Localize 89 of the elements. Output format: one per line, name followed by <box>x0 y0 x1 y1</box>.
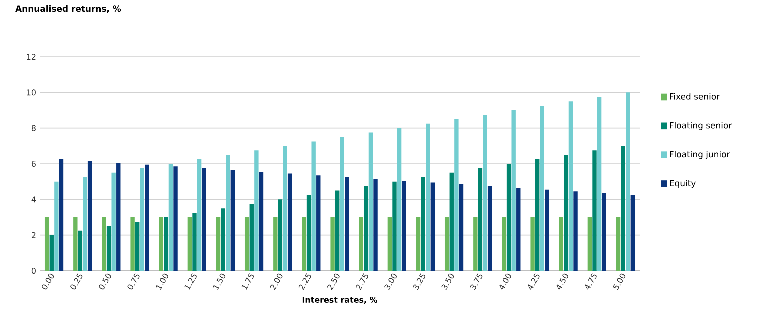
bar <box>188 218 192 271</box>
bar <box>545 190 550 271</box>
bar <box>78 230 83 271</box>
bar <box>174 166 178 271</box>
bar <box>102 218 106 271</box>
bar <box>616 218 621 271</box>
bar <box>306 195 312 271</box>
bar <box>506 164 512 271</box>
bar <box>421 177 426 271</box>
bar <box>83 177 88 271</box>
bar <box>478 168 483 271</box>
bar <box>426 124 430 271</box>
bar <box>536 160 540 271</box>
bar <box>288 174 292 271</box>
bar <box>168 164 174 271</box>
bar <box>221 208 226 271</box>
bar <box>621 146 626 271</box>
bar <box>336 190 340 271</box>
bar <box>530 218 535 271</box>
bar <box>368 132 374 271</box>
legend-label: Floating junior <box>670 151 730 160</box>
bar <box>274 218 278 271</box>
bar <box>459 184 464 271</box>
bar <box>302 218 306 271</box>
bar <box>516 188 521 271</box>
bar <box>416 218 421 271</box>
bar <box>244 218 250 271</box>
bar <box>444 218 450 271</box>
bar <box>592 150 597 271</box>
bar <box>74 218 78 271</box>
bar <box>345 177 350 271</box>
bar <box>454 119 459 271</box>
bar <box>202 168 206 271</box>
bar <box>374 179 378 271</box>
bar <box>88 161 92 271</box>
bar <box>588 218 592 271</box>
bar <box>226 155 230 271</box>
bar <box>402 180 406 271</box>
legend-label: Fixed senior <box>670 93 720 100</box>
bar <box>230 170 236 271</box>
bar <box>330 218 335 271</box>
bar <box>112 172 116 271</box>
bar <box>44 218 50 271</box>
bar <box>392 182 397 271</box>
bar <box>540 106 545 271</box>
legend-label: Floating senior <box>670 122 732 130</box>
bar <box>568 102 574 271</box>
bar <box>450 172 454 271</box>
bar <box>483 114 488 271</box>
bar <box>50 235 54 271</box>
bar <box>192 213 197 271</box>
y-axis-title: Annualised returns, % <box>16 6 122 14</box>
bar <box>626 92 630 271</box>
bar <box>312 142 316 271</box>
bar <box>259 172 264 271</box>
bar <box>250 204 254 271</box>
bar <box>140 168 144 271</box>
bar <box>388 218 392 271</box>
bar <box>254 150 259 271</box>
bar <box>164 218 168 271</box>
bar <box>197 160 202 271</box>
bar <box>597 97 602 271</box>
bar <box>216 218 221 271</box>
bar <box>512 110 516 271</box>
bar <box>630 195 636 271</box>
bar <box>602 193 606 271</box>
bar <box>559 218 564 271</box>
bar <box>278 200 283 271</box>
bar <box>364 186 368 271</box>
bar <box>502 218 506 271</box>
bar <box>574 192 578 271</box>
bar <box>106 226 112 271</box>
bar <box>116 163 121 271</box>
bar <box>283 146 288 271</box>
bar <box>474 218 478 271</box>
bar <box>130 218 135 271</box>
bar <box>316 176 321 271</box>
bar <box>430 182 436 271</box>
bar <box>564 155 568 271</box>
bar <box>488 186 492 271</box>
bar <box>359 218 364 271</box>
bar <box>397 128 402 271</box>
bar <box>145 164 150 271</box>
bar <box>340 137 345 271</box>
bar <box>59 160 64 271</box>
bar <box>159 218 164 271</box>
legend-label: Equity <box>670 180 696 188</box>
bar <box>54 182 59 271</box>
bar <box>136 222 140 271</box>
